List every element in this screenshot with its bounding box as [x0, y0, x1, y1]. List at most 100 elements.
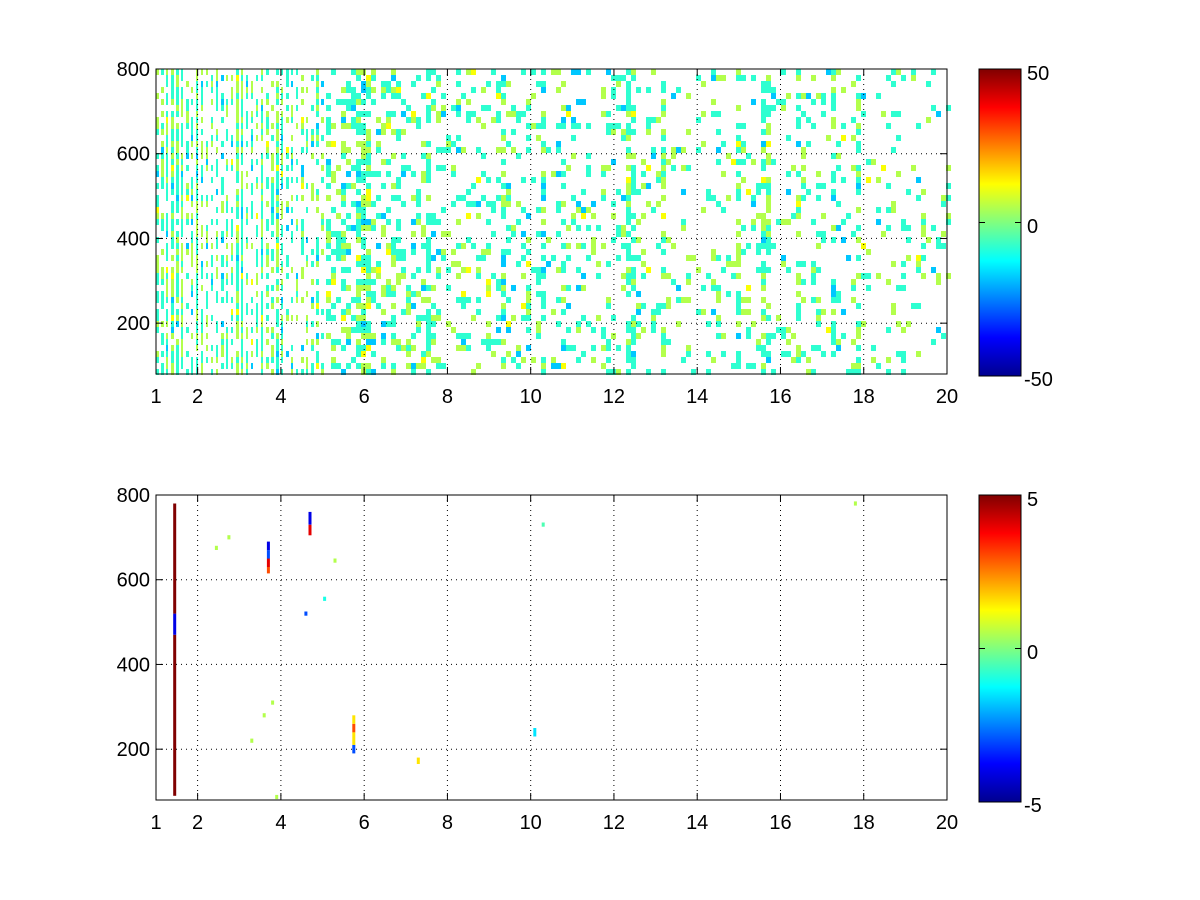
heatmap-cell — [416, 123, 421, 129]
heatmap-cell — [486, 321, 491, 327]
heatmap-cell — [461, 147, 466, 153]
heatmap-cell — [271, 123, 274, 129]
heatmap-cell — [276, 261, 279, 267]
heatmap-cell — [261, 237, 263, 243]
x-tick-label: 2 — [192, 386, 203, 408]
heatmap-cell — [271, 333, 274, 339]
heatmap-cell — [361, 345, 366, 351]
heatmap-cell — [561, 297, 566, 303]
heatmap-cell — [196, 195, 198, 201]
heatmap-cell — [601, 243, 606, 249]
heatmap-cell — [196, 111, 198, 117]
heatmap-cell — [516, 117, 521, 123]
heatmap-cell — [431, 219, 436, 225]
heatmap-cell — [521, 69, 526, 75]
heatmap-cell — [311, 129, 314, 135]
heatmap-cell — [576, 99, 581, 105]
heatmap-cell — [771, 243, 776, 249]
heatmap-cell — [406, 303, 411, 309]
heatmap-cell — [576, 321, 581, 327]
heatmap-cell — [631, 183, 636, 189]
heatmap-cell — [171, 225, 174, 231]
heatmap-cell — [261, 309, 263, 315]
heatmap-cell — [636, 303, 641, 309]
heatmap-cell — [156, 219, 159, 225]
heatmap-cell — [241, 243, 243, 249]
heatmap-cell — [576, 207, 581, 213]
heatmap-cell — [276, 153, 279, 159]
heatmap-cell — [831, 309, 836, 315]
heatmap-cell — [301, 267, 304, 273]
heatmap-cell — [336, 213, 341, 219]
colorbar-top-gradient — [978, 68, 1022, 377]
heatmap-cell — [196, 213, 198, 219]
heatmap-cell — [211, 273, 213, 279]
heatmap-cell — [386, 219, 391, 225]
heatmap-cell — [246, 333, 248, 339]
heatmap-cell — [251, 339, 253, 345]
heatmap-cell — [226, 225, 228, 231]
heatmap-cell — [461, 339, 466, 345]
heatmap-cell — [291, 207, 293, 213]
heatmap-cell — [226, 363, 228, 369]
heatmap-cell — [323, 596, 327, 601]
heatmap-cell — [626, 243, 631, 249]
heatmap-cell — [516, 363, 521, 369]
heatmap-cell — [586, 255, 591, 261]
heatmap-cell — [276, 111, 279, 117]
heatmap-cell — [721, 333, 726, 339]
heatmap-cell — [341, 117, 346, 123]
heatmap-cell — [226, 105, 228, 111]
heatmap-cell — [626, 273, 631, 279]
heatmap-cell — [241, 249, 243, 255]
heatmap-cell — [236, 177, 239, 183]
heatmap-cell — [216, 129, 218, 135]
heatmap-cell — [176, 75, 179, 81]
heatmap-cell — [266, 147, 269, 153]
heatmap-cell — [226, 333, 228, 339]
heatmap-cell — [556, 321, 561, 327]
heatmap-cell — [201, 69, 203, 75]
heatmap-cell — [426, 195, 431, 201]
heatmap-cell — [661, 81, 666, 87]
heatmap-cell — [571, 195, 576, 201]
heatmap-cell — [426, 243, 431, 249]
heatmap-cell — [326, 141, 331, 147]
heatmap-cell — [491, 207, 496, 213]
heatmap-cell — [261, 171, 263, 177]
heatmap-cell — [631, 117, 636, 123]
heatmap-cell — [631, 153, 636, 159]
heatmap-cell — [316, 99, 319, 105]
heatmap-cell — [191, 255, 193, 261]
heatmap-cell — [356, 351, 361, 357]
heatmap-cell — [256, 279, 258, 285]
heatmap-cell — [321, 165, 324, 171]
heatmap-cell — [436, 111, 441, 117]
heatmap-cell — [352, 732, 356, 745]
heatmap-cell — [316, 357, 319, 363]
heatmap-cell — [576, 201, 581, 207]
heatmap-cell — [631, 333, 636, 339]
heatmap-cell — [241, 87, 243, 93]
heatmap-cell — [276, 333, 279, 339]
heatmap-cell — [201, 129, 203, 135]
heatmap-cell — [526, 291, 531, 297]
heatmap-cell — [766, 177, 771, 183]
heatmap-cell — [266, 315, 269, 321]
heatmap-cell — [161, 147, 164, 153]
heatmap-cell — [831, 321, 836, 327]
heatmap-cell — [541, 363, 546, 369]
heatmap-cell — [676, 147, 681, 153]
heatmap-cell — [536, 291, 541, 297]
heatmap-cell — [326, 237, 331, 243]
heatmap-cell — [811, 279, 816, 285]
heatmap-cell — [486, 81, 491, 87]
heatmap-cell — [546, 147, 551, 153]
heatmap-cell — [486, 345, 491, 351]
heatmap-cell — [366, 339, 371, 345]
heatmap-cell — [281, 129, 283, 135]
heatmap-cell — [186, 303, 189, 309]
heatmap-cell — [941, 195, 946, 201]
colorbar-top-max-label: 50 — [1027, 63, 1049, 85]
heatmap-cell — [761, 117, 766, 123]
